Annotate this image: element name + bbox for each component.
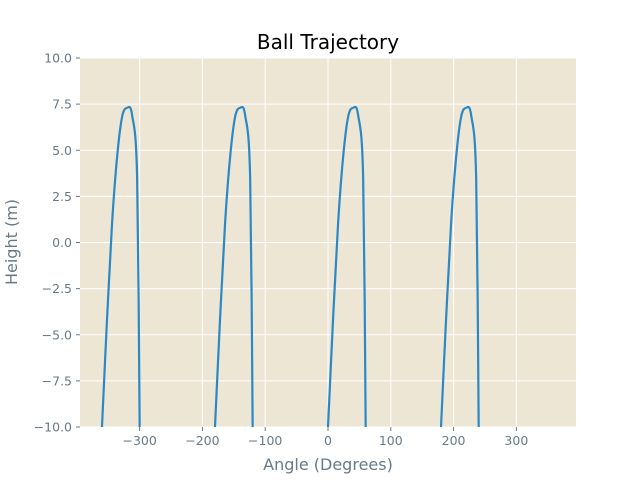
- x-tick-label: 100: [379, 433, 403, 448]
- trajectory-line-1: [100, 105, 141, 428]
- y-tick-label: 10.0: [44, 51, 72, 66]
- y-tick-label: −7.5: [42, 373, 72, 388]
- series-group: [100, 105, 480, 428]
- y-tick-label: 0.0: [52, 235, 72, 250]
- trajectory-line-4: [439, 105, 480, 428]
- trajectory-line-3: [326, 105, 367, 428]
- y-tick-label: 5.0: [52, 143, 72, 158]
- chart-title: Ball Trajectory: [257, 30, 399, 54]
- trajectory-line-2: [213, 105, 254, 428]
- x-tick-label: 300: [504, 433, 528, 448]
- x-tick-label: 200: [442, 433, 466, 448]
- x-tick-label: 0: [324, 433, 332, 448]
- x-axis-ticks: −300 −200 −100 0 100 200 300: [122, 427, 528, 448]
- grid-lines: [80, 57, 576, 428]
- x-tick-label: −100: [248, 433, 282, 448]
- y-axis-ticks: −10.0 −7.5 −5.0 −2.5 0.0 2.5 5.0 7.5 10.0: [34, 51, 80, 435]
- x-axis-label: Angle (Degrees): [263, 455, 393, 474]
- y-axis-label: Height (m): [2, 199, 21, 285]
- y-tick-label: 7.5: [52, 97, 72, 112]
- y-tick-label: 2.5: [52, 189, 72, 204]
- x-tick-label: −200: [185, 433, 219, 448]
- y-tick-label: −10.0: [34, 420, 72, 435]
- y-tick-label: −5.0: [42, 327, 72, 342]
- x-tick-label: −300: [122, 433, 156, 448]
- y-tick-label: −2.5: [42, 281, 72, 296]
